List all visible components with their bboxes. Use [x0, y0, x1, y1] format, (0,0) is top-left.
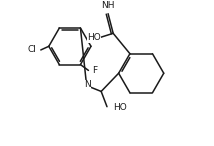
Text: Cl: Cl	[28, 45, 36, 54]
Text: F: F	[92, 66, 97, 75]
Text: HO: HO	[114, 103, 127, 112]
Text: HO: HO	[87, 33, 101, 42]
Text: NH: NH	[101, 1, 115, 10]
Text: N: N	[84, 80, 91, 89]
